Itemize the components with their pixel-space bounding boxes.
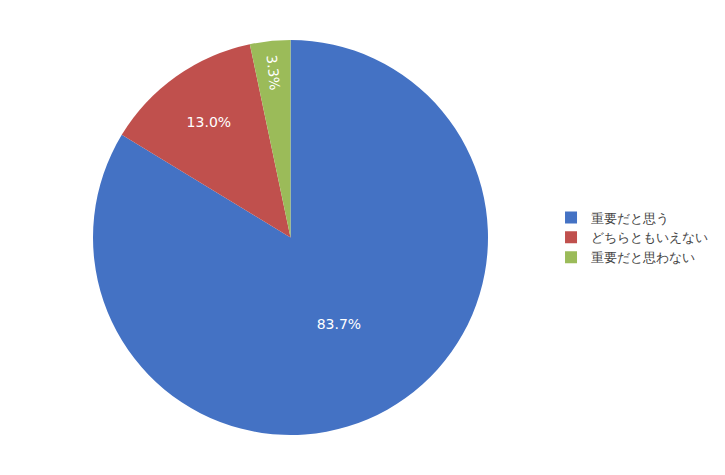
svg-text:重要だと思わない: 重要だと思わない [591, 250, 695, 265]
svg-text:83.7%: 83.7% [317, 316, 361, 332]
svg-text:重要だと思う: 重要だと思う [591, 211, 669, 226]
svg-text:どちらともいえない: どちらともいえない [591, 230, 708, 245]
svg-text:13.0%: 13.0% [187, 114, 231, 130]
svg-text:3.3%: 3.3% [264, 54, 284, 91]
